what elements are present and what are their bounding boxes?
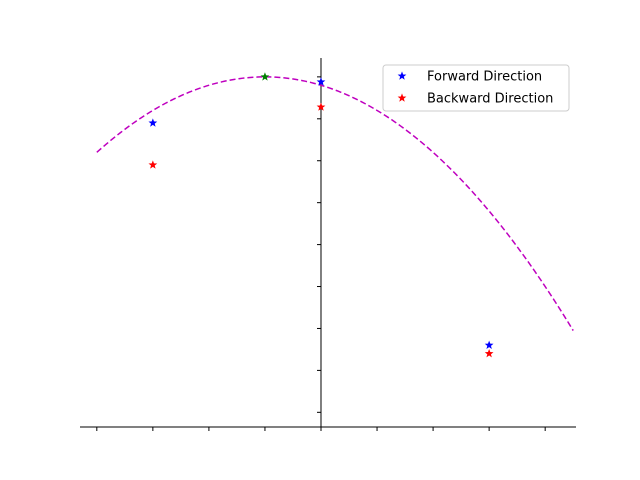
axes [80, 58, 576, 431]
point-series-0-1 [316, 77, 326, 86]
legend: Forward Direction Backward Direction [382, 64, 570, 112]
fit-curve-layer [96, 76, 574, 331]
legend-box [382, 64, 570, 112]
legend-label-0: Forward Direction [427, 70, 542, 85]
legend-label-1: Backward Direction [427, 92, 553, 107]
point-series-1-2 [484, 349, 494, 358]
point-series-1-0 [148, 160, 158, 169]
point-series-0-2 [484, 340, 494, 349]
legend-marker-1 [397, 93, 407, 102]
fit-curve [96, 76, 574, 331]
point-series-0-0 [148, 118, 158, 127]
point-series-1-1 [316, 102, 326, 111]
points-layer [148, 72, 494, 358]
point-series-2-0 [260, 72, 270, 81]
legend-marker-0 [397, 71, 407, 80]
